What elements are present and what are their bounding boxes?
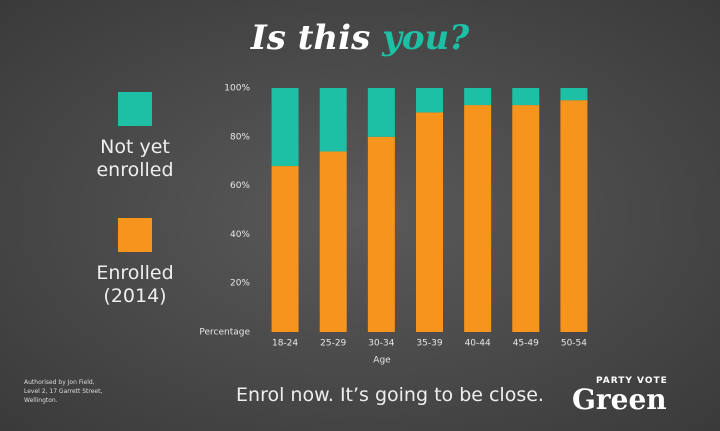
bar-segment: [367, 136, 395, 332]
bar-segment: [560, 88, 588, 101]
bar-segment: [464, 88, 492, 106]
legend-label: Not yet enrolled: [96, 136, 174, 181]
logo-main: Green: [572, 383, 667, 416]
title-text: Is this: [250, 18, 371, 58]
x-tick-label: 25-29: [320, 339, 346, 349]
y-tick-label: 100%: [224, 84, 250, 94]
x-axis-label: Age: [373, 356, 391, 366]
legend-swatch: [118, 218, 152, 252]
x-tick-label: 50-54: [561, 339, 587, 349]
x-tick-label: 35-39: [416, 339, 442, 349]
authorisation: Authorised by Jon Field, Level 2, 17 Gar…: [24, 379, 103, 404]
title: Is this you?: [0, 18, 720, 58]
bar-segment: [271, 166, 299, 332]
bar-segment: [512, 88, 540, 106]
bar-segment: [367, 88, 395, 137]
bar-segment: [416, 88, 443, 113]
bar-segment: [560, 100, 588, 332]
message: Enrol now. It’s going to be close.: [236, 384, 544, 406]
y-tick-label: 60%: [230, 181, 250, 191]
logo-top: PARTY VOTE: [596, 376, 668, 386]
bar-segment: [512, 105, 540, 332]
y-tick-label: 40%: [230, 230, 250, 240]
bar-segment: [464, 105, 492, 332]
legend-label: Enrolled (2014): [96, 262, 174, 307]
x-tick-label: 40-44: [465, 339, 491, 349]
title-highlight: you?: [382, 18, 470, 58]
x-tick-label: 30-34: [368, 339, 394, 349]
y-axis-label: Percentage: [199, 328, 250, 338]
bar-segment: [416, 112, 443, 333]
bar-segment: [319, 88, 347, 152]
bar-segment: [319, 151, 347, 332]
logo: PARTY VOTE Green: [572, 376, 668, 414]
y-tick-label: 80%: [230, 132, 250, 142]
x-tick-label: 18-24: [272, 339, 298, 349]
x-tick-label: 45-49: [513, 339, 539, 349]
legend-swatch: [118, 92, 152, 126]
legend-item: Not yet enrolled: [80, 92, 190, 182]
legend-item: Enrolled (2014): [80, 218, 190, 308]
bar-segment: [271, 88, 299, 167]
y-tick-label: 20%: [230, 279, 250, 289]
